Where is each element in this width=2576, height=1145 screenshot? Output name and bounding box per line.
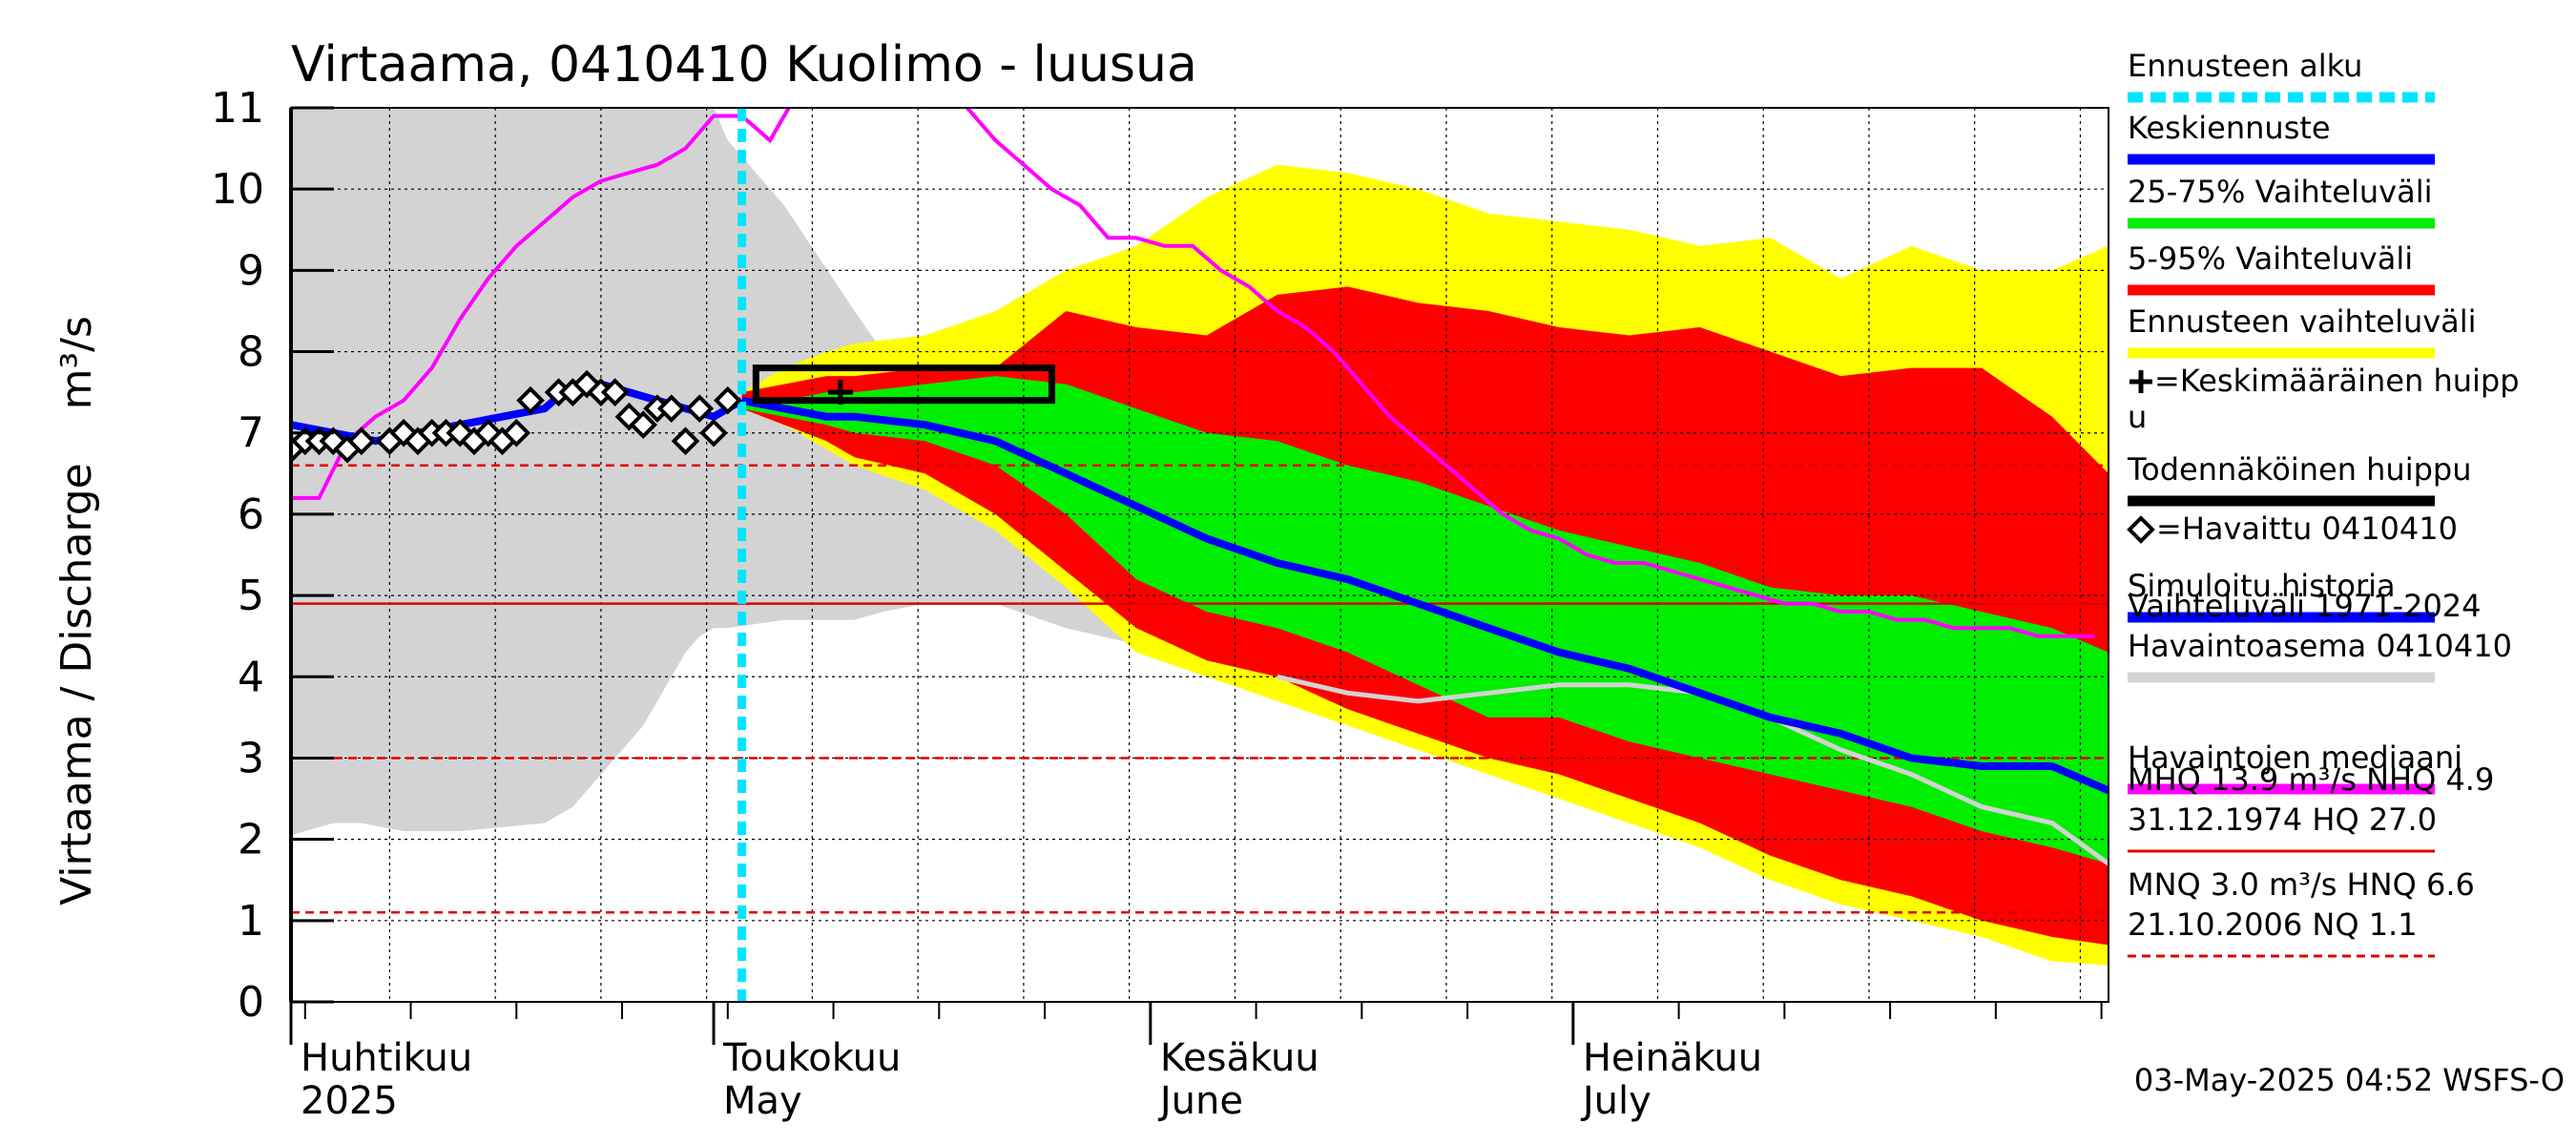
observed-point — [629, 410, 658, 440]
legend-plus-marker — [2129, 370, 2152, 393]
observed-point — [516, 385, 545, 415]
legend-label: Simuloitu historia — [2128, 568, 2396, 604]
legend-label-cont: u — [2128, 399, 2147, 435]
mean-peak-marker — [827, 380, 853, 406]
observed-point — [502, 418, 531, 448]
observed-point — [713, 385, 742, 415]
legend-label: Ennusteen vaihteluväli — [2128, 303, 2477, 340]
p25-75-band — [741, 376, 2109, 864]
legend-label-cont: 21.10.2006 NQ 1.1 — [2128, 906, 2418, 943]
median-line — [291, 108, 2095, 638]
month-label-en: May — [723, 1079, 802, 1123]
observed-point — [600, 378, 630, 406]
legend-label-cont: Havaintoasema 0410410 — [2128, 628, 2512, 664]
legend-label: =Havaittu 0410410 — [2156, 510, 2458, 547]
observed-point — [685, 394, 715, 424]
y-tick-label: 8 — [238, 328, 264, 377]
y-tick-label: 3 — [238, 734, 264, 782]
month-label-en: 2025 — [301, 1079, 398, 1123]
legend-label: Havaintojen mediaani — [2128, 739, 2462, 776]
observed-point — [347, 427, 376, 456]
month-label-en: June — [1157, 1079, 1243, 1123]
y-tick-label: 0 — [238, 978, 264, 1027]
legend-label: =Keskimääräinen huipp — [2154, 363, 2520, 399]
y-tick-label: 5 — [238, 572, 264, 620]
legend-label: Ennusteen alku — [2128, 48, 2362, 84]
legend-label: 25-75% Vaihteluväli — [2128, 174, 2432, 210]
legend-label: MNQ 3.0 m³/s HNQ 6.6 — [2128, 866, 2475, 903]
month-label-fi: Huhtikuu — [301, 1036, 472, 1080]
plot-area — [291, 108, 2109, 1002]
probable-peak-box — [752, 364, 1055, 405]
legend-diamond-marker — [2127, 515, 2155, 544]
observed-point — [614, 402, 644, 431]
observed-point — [699, 418, 728, 448]
y-tick-label: 9 — [238, 246, 264, 295]
month-label-fi: Toukokuu — [722, 1036, 901, 1080]
timestamp-footer: 03-May-2025 04:52 WSFS-O — [2134, 1062, 2565, 1098]
legend-label: MHQ 13.9 m³/s NHQ 4.9 — [2128, 761, 2494, 798]
mean-forecast-line — [740, 396, 2109, 795]
y-tick-label: 2 — [238, 816, 264, 864]
y-tick-label: 1 — [238, 897, 264, 946]
legend-label: Todennäköinen huippu — [2127, 451, 2472, 488]
observed-point — [656, 394, 686, 424]
legend-label: Keskiennuste — [2128, 110, 2331, 146]
y-tick-label: 7 — [238, 409, 264, 458]
y-axis-title: Virtaama / Discharge m³/s — [52, 316, 101, 906]
observed-point — [389, 418, 418, 448]
observed-point — [671, 427, 700, 456]
legend-label-cont: 31.12.1974 HQ 27.0 — [2128, 802, 2437, 838]
month-label-fi: Kesäkuu — [1160, 1036, 1319, 1080]
legend-label: 5-95% Vaihteluväli — [2128, 240, 2413, 277]
month-label-fi: Heinäkuu — [1583, 1036, 1762, 1080]
chart-title: Virtaama, 0410410 Kuolimo - luusua — [291, 36, 1197, 94]
y-tick-label: 4 — [238, 653, 264, 701]
month-label-en: July — [1580, 1079, 1652, 1123]
legend-label: Vaihteluväli 1971-2024 — [2128, 588, 2482, 624]
y-tick-label: 6 — [238, 490, 264, 539]
y-tick-label: 11 — [211, 84, 264, 133]
legend: Ennusteen alku Keskiennuste 25-75% Vaihtel… — [2127, 48, 2520, 958]
y-tick-label: 10 — [211, 165, 264, 214]
